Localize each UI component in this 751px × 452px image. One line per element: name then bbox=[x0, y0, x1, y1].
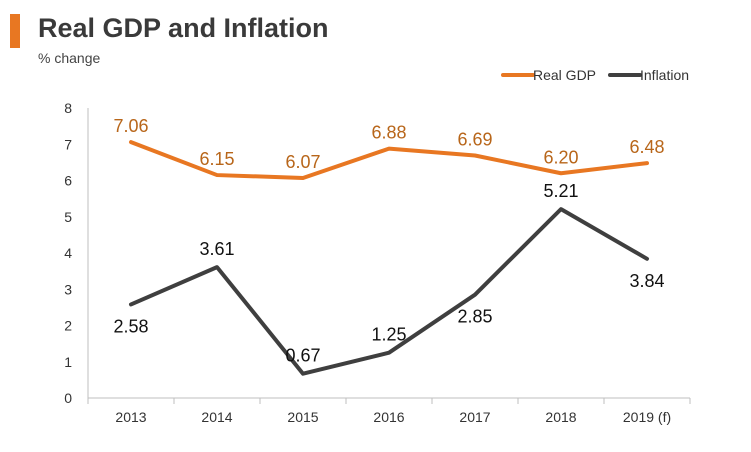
real-gdp-data-label: 6.88 bbox=[371, 123, 406, 143]
real-gdp-data-label: 6.07 bbox=[285, 152, 320, 172]
y-tick-label: 6 bbox=[64, 173, 72, 189]
inflation-data-label: 0.67 bbox=[285, 346, 320, 366]
axes: 0 1 2 3 4 5 6 7 8 2013 2014 2015 2016 2017 2018 2019 (f… bbox=[64, 100, 691, 425]
legend: Real GDP Inflation bbox=[501, 67, 689, 83]
x-tick-label: 2017 bbox=[459, 409, 490, 425]
y-tick-label: 8 bbox=[64, 100, 72, 116]
y-tick-label: 5 bbox=[64, 209, 72, 225]
series-group bbox=[129, 140, 649, 376]
x-tick-label: 2014 bbox=[201, 409, 232, 425]
y-tick-label: 3 bbox=[64, 281, 72, 297]
x-tick-label: 2019 (f) bbox=[623, 409, 671, 425]
inflation-data-label: 3.61 bbox=[199, 239, 234, 259]
x-tick-label: 2016 bbox=[373, 409, 404, 425]
legend-inflation-label: Inflation bbox=[640, 67, 689, 83]
inflation-data-label: 5.21 bbox=[543, 181, 578, 201]
y-tick-label: 4 bbox=[64, 245, 72, 261]
real-gdp-data-label: 6.69 bbox=[457, 129, 492, 149]
inflation-data-label: 1.25 bbox=[371, 325, 406, 345]
inflation-data-label: 2.85 bbox=[457, 307, 492, 327]
chart-title: Real GDP and Inflation bbox=[38, 13, 329, 43]
title-accent-bar bbox=[10, 14, 20, 48]
real-gdp-data-label: 6.48 bbox=[629, 137, 664, 157]
x-tick-label: 2015 bbox=[287, 409, 318, 425]
inflation-line bbox=[129, 207, 649, 376]
inflation-data-label: 3.84 bbox=[629, 271, 664, 291]
y-tick-label: 2 bbox=[64, 318, 72, 334]
legend-real-gdp-label: Real GDP bbox=[533, 67, 596, 83]
real-gdp-data-label: 6.20 bbox=[543, 147, 578, 167]
real-gdp-data-label: 6.15 bbox=[199, 149, 234, 169]
x-tick-label: 2013 bbox=[115, 409, 146, 425]
inflation-data-label: 2.58 bbox=[113, 316, 148, 336]
data-labels: 7.06 6.15 6.07 6.88 6.69 6.20 6.48 2.58 3.61 0.67… bbox=[113, 116, 664, 366]
y-tick-label: 0 bbox=[64, 390, 72, 406]
real-gdp-data-label: 7.06 bbox=[113, 116, 148, 136]
y-tick-label: 1 bbox=[64, 354, 72, 370]
y-tick-label: 7 bbox=[64, 136, 72, 152]
x-tick-label: 2018 bbox=[545, 409, 576, 425]
chart-subtitle: % change bbox=[38, 50, 101, 66]
